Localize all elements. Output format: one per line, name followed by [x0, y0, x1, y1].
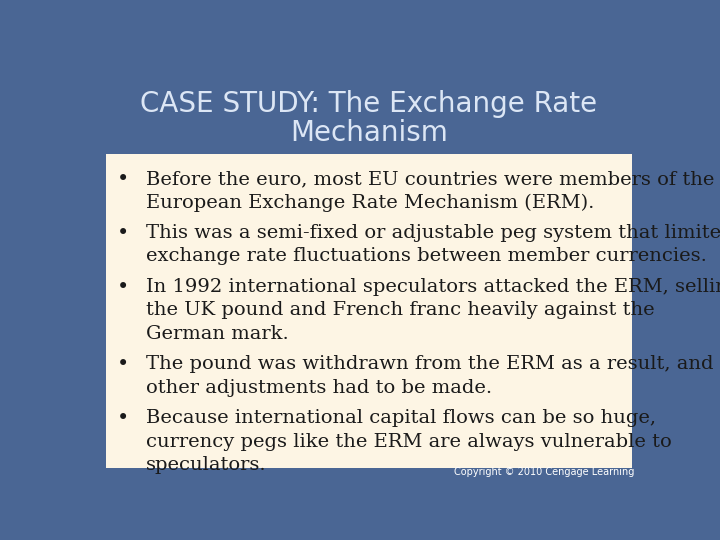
Text: •: • [117, 409, 129, 429]
Text: exchange rate fluctuations between member currencies.: exchange rate fluctuations between membe… [145, 247, 706, 265]
Text: •: • [117, 278, 129, 297]
FancyBboxPatch shape [106, 154, 632, 468]
Text: CASE STUDY: The Exchange Rate: CASE STUDY: The Exchange Rate [140, 90, 598, 118]
Text: This was a semi-fixed or adjustable peg system that limited: This was a semi-fixed or adjustable peg … [145, 224, 720, 242]
Text: Because international capital flows can be so huge,: Because international capital flows can … [145, 409, 656, 428]
Text: other adjustments had to be made.: other adjustments had to be made. [145, 379, 492, 397]
Text: German mark.: German mark. [145, 325, 289, 343]
Text: European Exchange Rate Mechanism (ERM).: European Exchange Rate Mechanism (ERM). [145, 193, 594, 212]
Text: The pound was withdrawn from the ERM as a result, and: The pound was withdrawn from the ERM as … [145, 355, 714, 374]
Text: •: • [117, 170, 129, 189]
Text: •: • [117, 355, 129, 374]
Text: speculators.: speculators. [145, 456, 266, 474]
Text: Before the euro, most EU countries were members of the: Before the euro, most EU countries were … [145, 170, 714, 188]
Text: the UK pound and French franc heavily against the: the UK pound and French franc heavily ag… [145, 301, 654, 319]
Text: •: • [117, 224, 129, 243]
Text: Mechanism: Mechanism [290, 119, 448, 147]
Text: currency pegs like the ERM are always vulnerable to: currency pegs like the ERM are always vu… [145, 433, 672, 451]
Text: Copyright © 2010 Cengage Learning: Copyright © 2010 Cengage Learning [454, 467, 634, 477]
Text: In 1992 international speculators attacked the ERM, selling: In 1992 international speculators attack… [145, 278, 720, 296]
